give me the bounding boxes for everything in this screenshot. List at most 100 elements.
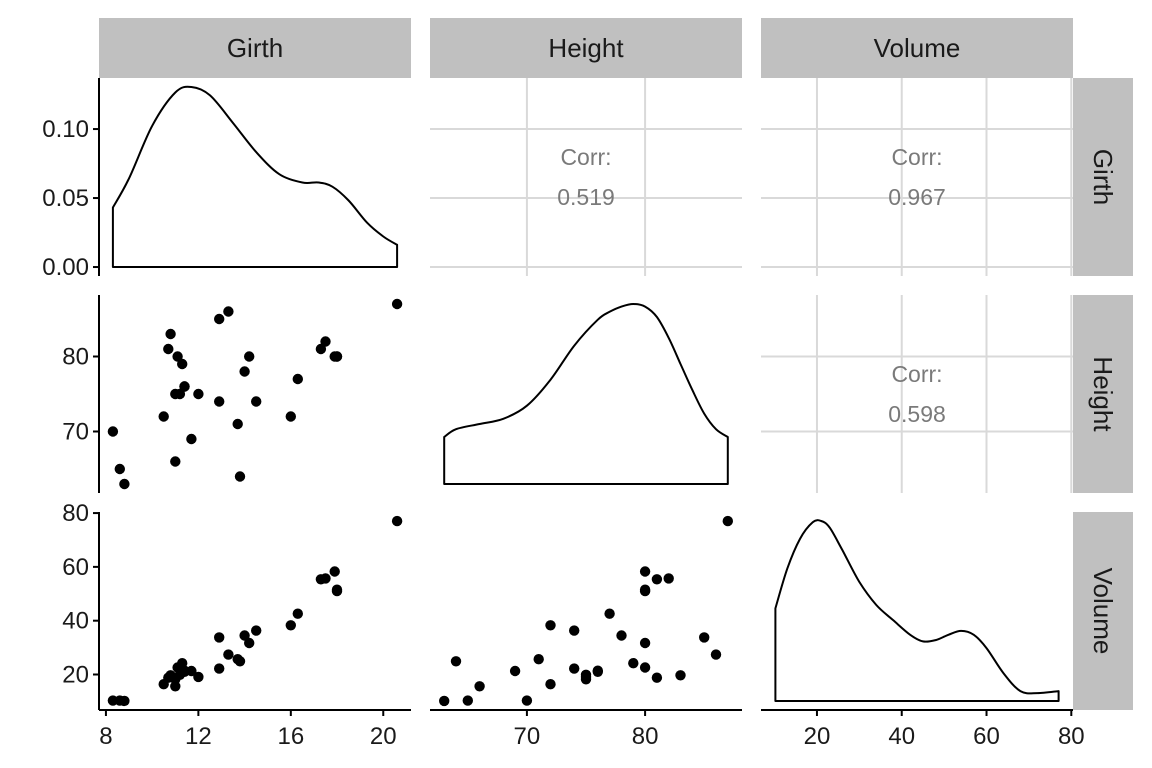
scatter-point-height-volume [593, 666, 603, 676]
density-curve-girth [113, 87, 397, 267]
scatter-point-girth-height [115, 464, 125, 474]
x-tick-label-girth: 12 [185, 723, 212, 750]
scatter-point-height-volume [711, 649, 721, 659]
x-tick-label-girth: 8 [99, 723, 112, 750]
corr-label-girth-volume: Corr: [891, 144, 942, 170]
scatter-point-height-volume [439, 696, 449, 706]
scatter-point-girth-height [251, 396, 261, 406]
x-tick-label-girth: 16 [277, 723, 304, 750]
y-tick-label-volume: 60 [62, 554, 89, 581]
y-tick-label-height: 70 [62, 419, 89, 446]
scatter-point-height-volume [628, 658, 638, 668]
scatter-point-girth-height [170, 456, 180, 466]
scatter-point-height-volume [569, 663, 579, 673]
row-strip-label-girth: Girth [1088, 149, 1118, 205]
scatter-point-height-volume [545, 679, 555, 689]
scatter-point-height-volume [640, 586, 650, 596]
corr-value-height-volume: 0.598 [888, 401, 946, 427]
scatter-point-height-volume [723, 516, 733, 526]
scatter-point-height-volume [545, 620, 555, 630]
y-tick-label-volume: 20 [62, 661, 89, 688]
scatter-point-girth-volume [223, 649, 233, 659]
scatter-point-girth-height [233, 419, 243, 429]
scatter-point-girth-height [293, 374, 303, 384]
row-strip-label-height: Height [1088, 356, 1118, 432]
x-tick-label-height: 80 [632, 723, 659, 750]
scatter-point-girth-height [193, 389, 203, 399]
scatter-point-height-volume [652, 574, 662, 584]
scatter-point-girth-volume [119, 696, 129, 706]
scatter-point-height-volume [569, 625, 579, 635]
scatter-point-girth-volume [320, 573, 330, 583]
strip-layer: Girth Height Volume Girth Height Volume [99, 18, 1133, 710]
scatter-point-girth-height [244, 351, 254, 361]
scatter-point-height-volume [522, 695, 532, 705]
scatter-point-girth-height [223, 306, 233, 316]
scatter-point-girth-volume [293, 609, 303, 619]
scatter-point-girth-height [163, 344, 173, 354]
scatter-point-girth-volume [214, 663, 224, 673]
scatter-point-girth-volume [214, 632, 224, 642]
scatter-point-girth-height [239, 366, 249, 376]
scatter-point-girth-height [108, 426, 118, 436]
scatter-point-girth-height [186, 434, 196, 444]
x-tick-label-volume: 60 [973, 723, 1000, 750]
grid-layer [430, 78, 1073, 493]
scatter-point-height-volume [699, 632, 709, 642]
y-tick-label-girth: 0.00 [42, 254, 89, 281]
row-strip-label-volume: Volume [1088, 568, 1118, 655]
y-tick-label-girth: 0.05 [42, 185, 89, 212]
column-strip-label-girth: Girth [227, 33, 283, 63]
scatter-point-girth-height [320, 336, 330, 346]
point-layer [108, 299, 733, 706]
scatter-point-girth-height [235, 471, 245, 481]
x-tick-label-volume: 20 [804, 723, 831, 750]
scatter-point-girth-volume [251, 625, 261, 635]
y-tick-label-height: 80 [62, 344, 89, 371]
scatter-point-height-volume [640, 566, 650, 576]
scatter-point-girth-height [165, 329, 175, 339]
scatter-point-height-volume [652, 673, 662, 683]
scatter-point-girth-height [286, 411, 296, 421]
scatter-point-height-volume [451, 656, 461, 666]
scatter-point-height-volume [510, 666, 520, 676]
correlation-layer: Corr: 0.519 Corr: 0.967 Corr: 0.598 [557, 144, 946, 427]
x-tick-label-height: 70 [514, 723, 541, 750]
corr-value-girth-height: 0.519 [557, 184, 615, 210]
scatter-point-height-volume [474, 681, 484, 691]
scatter-point-girth-volume [235, 656, 245, 666]
scatter-point-girth-height [179, 381, 189, 391]
x-tick-label-volume: 40 [888, 723, 915, 750]
scatter-point-girth-height [214, 314, 224, 324]
scatter-point-girth-volume [193, 672, 203, 682]
scatter-point-girth-height [119, 479, 129, 489]
density-curve-volume [775, 520, 1058, 701]
scatter-point-girth-volume [330, 566, 340, 576]
scatter-point-girth-height [392, 299, 402, 309]
scatter-point-girth-height [332, 351, 342, 361]
scatter-point-height-volume [640, 638, 650, 648]
scatter-point-girth-volume [244, 638, 254, 648]
density-curve-height [444, 304, 728, 484]
scatter-point-height-volume [640, 662, 650, 672]
corr-value-girth-volume: 0.967 [888, 184, 946, 210]
column-strip-label-height: Height [548, 33, 624, 63]
x-tick-label-volume: 80 [1058, 723, 1085, 750]
density-layer [113, 87, 1059, 701]
scatter-point-girth-volume [392, 516, 402, 526]
scatter-point-height-volume [534, 654, 544, 664]
scatter-point-girth-height [177, 359, 187, 369]
scatter-point-girth-height [214, 396, 224, 406]
column-strip-label-volume: Volume [874, 33, 961, 63]
corr-label-girth-height: Corr: [560, 144, 611, 170]
scatter-point-height-volume [581, 672, 591, 682]
scatter-point-girth-volume [286, 620, 296, 630]
y-tick-label-volume: 40 [62, 608, 89, 635]
scatter-point-height-volume [463, 695, 473, 705]
corr-label-height-volume: Corr: [891, 361, 942, 387]
scatter-point-girth-volume [332, 586, 342, 596]
y-tick-label-girth: 0.10 [42, 116, 89, 143]
y-tick-label-volume: 80 [62, 500, 89, 527]
scatter-point-height-volume [616, 630, 626, 640]
